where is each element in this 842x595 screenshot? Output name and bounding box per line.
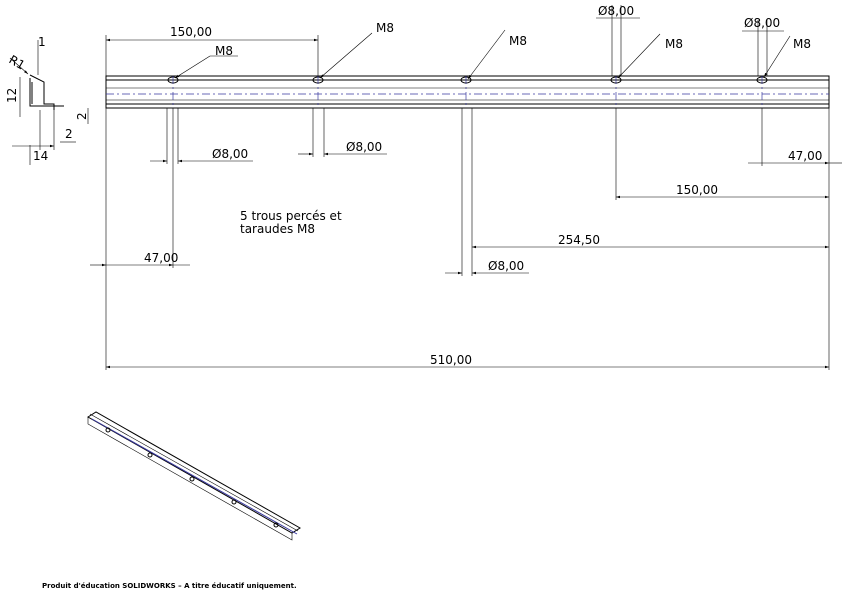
dim-text: 254,50 bbox=[558, 233, 600, 247]
dim-text: Ø8,00 bbox=[488, 259, 524, 273]
dim-text: 14 bbox=[33, 149, 48, 163]
dim-text: Ø8,00 bbox=[744, 16, 780, 30]
dim-text: Ø8,00 bbox=[346, 140, 382, 154]
thread-label: M8 bbox=[793, 37, 811, 51]
dim-text: 150,00 bbox=[170, 25, 212, 39]
dim-text: 47,00 bbox=[144, 251, 178, 265]
dim-text: 510,00 bbox=[430, 353, 472, 367]
thread-label: M8 bbox=[665, 37, 683, 51]
dim-text: 2 bbox=[75, 112, 89, 120]
note: 5 trous percés et bbox=[240, 209, 342, 223]
dim-text: 47,00 bbox=[788, 149, 822, 163]
dim-text: 150,00 bbox=[676, 183, 718, 197]
dim-text: R1 bbox=[7, 52, 28, 72]
dim-text: 2 bbox=[65, 127, 73, 141]
profile bbox=[9, 40, 89, 165]
note: taraudes M8 bbox=[240, 222, 315, 236]
dimension-lines bbox=[90, 5, 842, 370]
thread-label: M8 bbox=[509, 34, 527, 48]
dim-text: Ø8,00 bbox=[598, 4, 634, 18]
labels: 1 R1 12 2 2 14 150,00 Ø8,00 Ø8,00 Ø8,00 … bbox=[5, 4, 822, 590]
thread-label: M8 bbox=[376, 21, 394, 35]
thread-label: M8 bbox=[215, 44, 233, 58]
footer: Produit d'éducation SOLIDWORKS – A titre… bbox=[42, 582, 297, 590]
dim-text: Ø8,00 bbox=[212, 147, 248, 161]
dim-text: 12 bbox=[5, 88, 19, 103]
beam bbox=[105, 75, 830, 109]
isometric-view bbox=[87, 411, 301, 541]
dim-text: 1 bbox=[38, 35, 46, 49]
holes bbox=[167, 76, 768, 108]
